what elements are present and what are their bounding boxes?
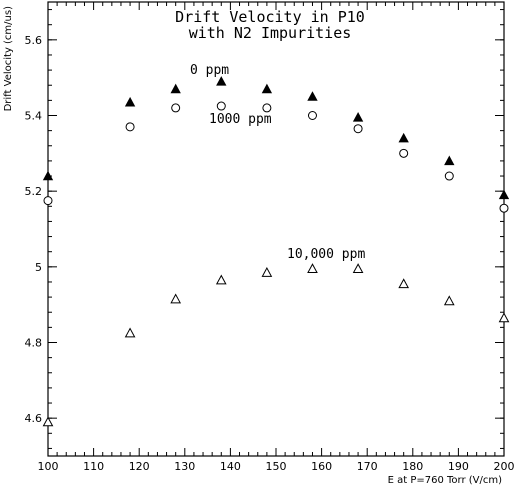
data-point-1000ppm xyxy=(500,204,508,212)
data-point-1000ppm xyxy=(126,123,134,131)
x-tick-label: 150 xyxy=(266,460,287,473)
y-tick-label: 5 xyxy=(35,261,42,274)
data-point-0ppm xyxy=(308,92,317,100)
data-point-10000ppm xyxy=(217,276,226,284)
data-point-0ppm xyxy=(262,85,271,93)
data-point-10000ppm xyxy=(262,268,271,276)
x-tick-label: 170 xyxy=(357,460,378,473)
x-tick-label: 160 xyxy=(311,460,332,473)
data-point-10000ppm xyxy=(354,264,363,272)
data-point-10000ppm xyxy=(126,329,135,337)
y-tick-label: 4.8 xyxy=(25,337,43,350)
plot-frame xyxy=(48,2,504,456)
x-tick-label: 100 xyxy=(38,460,59,473)
x-tick-label: 130 xyxy=(174,460,195,473)
data-point-1000ppm xyxy=(445,172,453,180)
data-point-0ppm xyxy=(354,113,363,121)
x-tick-label: 120 xyxy=(129,460,150,473)
y-tick-label: 5.2 xyxy=(25,185,43,198)
y-tick-label: 5.4 xyxy=(25,110,43,123)
chart-title-line-2: with N2 Impurities xyxy=(189,24,352,42)
y-axis-label: Drift Velocity (cm/us) xyxy=(3,6,14,111)
data-point-0ppm xyxy=(500,190,509,198)
data-point-1000ppm xyxy=(400,149,408,157)
y-tick-label: 4.6 xyxy=(25,412,43,425)
series-label-1000-ppm: 1000 ppm xyxy=(209,112,272,127)
data-point-0ppm xyxy=(445,156,454,164)
data-point-10000ppm xyxy=(308,264,317,272)
data-point-10000ppm xyxy=(171,294,180,302)
data-point-1000ppm xyxy=(172,104,180,112)
data-marks xyxy=(44,77,509,426)
x-tick-label: 190 xyxy=(448,460,469,473)
series-label-10000-ppm: 10,000 ppm xyxy=(287,247,365,262)
data-point-1000ppm xyxy=(308,112,316,120)
data-point-10000ppm xyxy=(445,296,454,304)
y-tick-label: 5.6 xyxy=(25,34,43,47)
series-label-0-ppm: 0 ppm xyxy=(190,63,229,78)
x-tick-label: 140 xyxy=(220,460,241,473)
data-point-1000ppm xyxy=(354,125,362,133)
x-tick-label: 110 xyxy=(83,460,104,473)
data-point-1000ppm xyxy=(217,102,225,110)
data-point-0ppm xyxy=(171,85,180,93)
data-point-0ppm xyxy=(126,98,135,106)
data-point-10000ppm xyxy=(399,279,408,287)
x-tick-label: 200 xyxy=(494,460,514,473)
data-point-10000ppm xyxy=(500,313,509,321)
x-axis-label: E at P=760 Torr (V/cm) xyxy=(388,475,503,486)
axis-ticks: 100 110 120 130 140 150 160 170 180 190 200 4.6 4.8 5… xyxy=(25,2,514,473)
data-point-1000ppm xyxy=(44,197,52,205)
x-tick-label: 180 xyxy=(402,460,423,473)
data-point-0ppm xyxy=(217,77,226,85)
data-point-1000ppm xyxy=(263,104,271,112)
data-point-0ppm xyxy=(399,134,408,142)
data-point-10000ppm xyxy=(44,417,53,425)
